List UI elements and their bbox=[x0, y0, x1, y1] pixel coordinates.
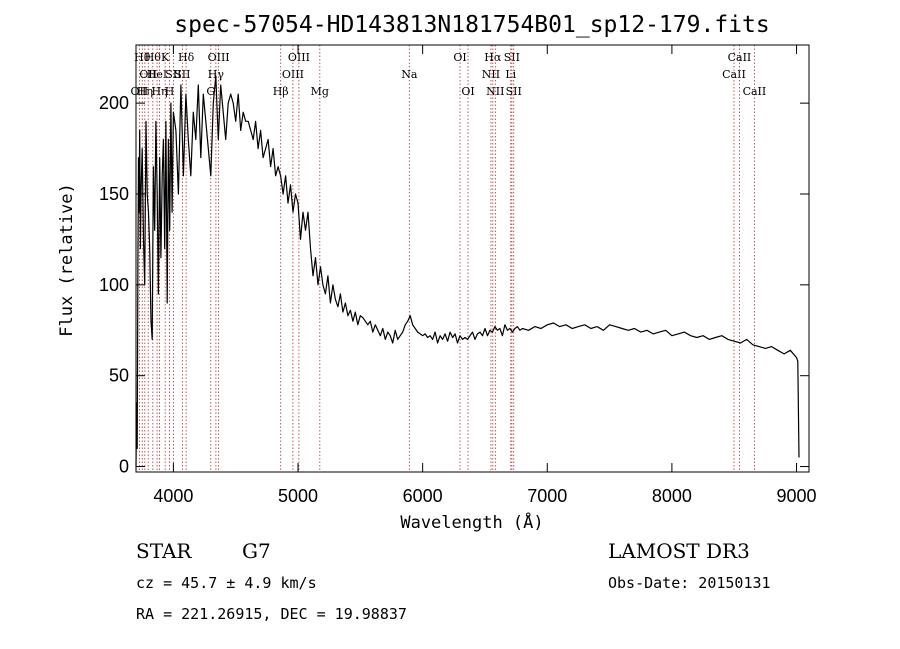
y-axis-label: Flux (relative) bbox=[57, 183, 77, 337]
x-tick-label-5: 9000 bbox=[777, 486, 817, 506]
line-marker-label-8: H bbox=[165, 85, 175, 98]
line-marker-label-19: Na bbox=[401, 68, 418, 81]
line-marker-label-0: OII bbox=[131, 85, 149, 98]
line-marker-label-24: NII bbox=[486, 85, 504, 98]
emission-line-markers: OIIHθHηOIIHθHeIHηKHSIISIIHδGHγOIIIHβOIII… bbox=[131, 45, 767, 472]
y-axis-ticks: 0 50 100 150 200 bbox=[99, 93, 809, 477]
redshift-readout: cz = 45.7 ± 4.9 km/s bbox=[136, 574, 317, 592]
line-marker-label-30: CaII bbox=[743, 85, 767, 98]
survey-name: LAMOST DR3 bbox=[608, 539, 750, 563]
line-marker-label-16: OIII bbox=[282, 68, 304, 81]
x-tick-label-3: 7000 bbox=[527, 486, 567, 506]
y-tick-label-2: 100 bbox=[99, 275, 129, 295]
coordinates-readout: RA = 221.26915, DEC = 19.98837 bbox=[136, 605, 407, 623]
x-tick-label-2: 6000 bbox=[403, 486, 443, 506]
line-marker-label-27: SII bbox=[506, 85, 522, 98]
y-tick-label-3: 150 bbox=[99, 184, 129, 204]
line-marker-label-25: Li bbox=[505, 68, 516, 81]
object-subclass: G7 bbox=[242, 539, 271, 563]
line-marker-label-11: Hδ bbox=[178, 51, 195, 64]
line-marker-label-15: Hβ bbox=[273, 85, 289, 98]
line-marker-label-10: SII bbox=[174, 68, 190, 81]
line-marker-label-28: CaII bbox=[722, 68, 746, 81]
x-tick-label-4: 8000 bbox=[652, 486, 692, 506]
line-marker-label-29: CaII bbox=[728, 51, 752, 64]
x-tick-label-1: 5000 bbox=[278, 486, 318, 506]
line-marker-label-17: OIII bbox=[288, 51, 310, 64]
line-marker-label-4: Hθ bbox=[145, 51, 162, 64]
line-marker-label-18: Mg bbox=[311, 85, 329, 98]
line-marker-label-6: Hη bbox=[151, 85, 167, 98]
plot-frame bbox=[135, 44, 810, 473]
chart-title: spec-57054-HD143813N181754B01_sp12-179.f… bbox=[174, 12, 769, 38]
line-marker-label-21: OI bbox=[461, 85, 474, 98]
line-marker-label-14: OIII bbox=[208, 51, 230, 64]
y-tick-label-4: 200 bbox=[99, 93, 129, 113]
line-marker-label-5: HeI bbox=[147, 68, 167, 81]
line-marker-label-9: SII bbox=[165, 68, 181, 81]
line-marker-label-12: G bbox=[206, 85, 215, 98]
line-marker-label-23: Hα bbox=[484, 51, 502, 64]
x-tick-label-0: 4000 bbox=[153, 486, 193, 506]
line-marker-label-7: K bbox=[161, 51, 170, 64]
object-class: STAR bbox=[136, 539, 192, 563]
spectrum-line-0 bbox=[135, 75, 800, 467]
y-tick-label-1: 50 bbox=[109, 366, 129, 386]
x-axis-ticks: 4000 5000 6000 7000 8000 9000 bbox=[153, 45, 817, 506]
line-marker-label-26: SII bbox=[504, 51, 520, 64]
line-marker-label-22: NII bbox=[482, 68, 500, 81]
line-marker-label-2: Hη bbox=[137, 85, 153, 98]
line-marker-label-20: OI bbox=[453, 51, 466, 64]
observation-date: Obs-Date: 20150131 bbox=[608, 574, 771, 592]
y-tick-label-0: 0 bbox=[119, 457, 129, 477]
line-marker-label-1: Hθ bbox=[134, 51, 151, 64]
line-marker-label-13: Hγ bbox=[208, 68, 225, 81]
spectrum-series bbox=[135, 75, 800, 467]
x-axis-label: Wavelength (Å) bbox=[400, 511, 543, 533]
